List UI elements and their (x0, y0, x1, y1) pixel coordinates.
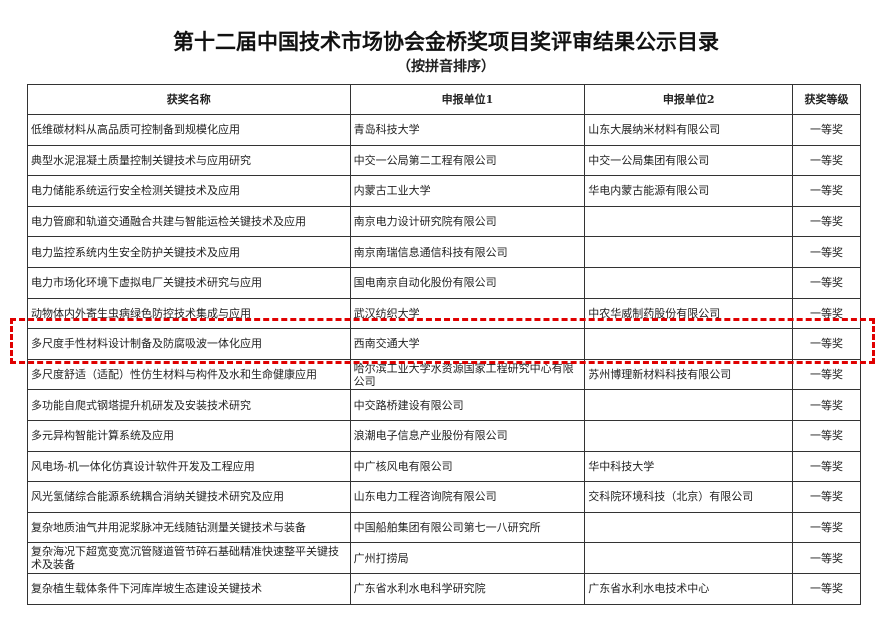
results-table: 获奖名称 申报单位1 申报单位2 获奖等级 低维碳材料从高品质可控制备到规模化应… (27, 84, 861, 605)
cell-level: 一等奖 (792, 419, 861, 452)
cell-award-name: 动物体内外寄生虫病绿色防控技术集成与应用 (27, 297, 351, 330)
cell-unit2: 交科院环境科技（北京）有限公司 (584, 481, 794, 513)
cell-award-name: 复杂植生载体条件下河库岸坡生态建设关键技术 (27, 572, 351, 605)
cell-unit2 (584, 511, 794, 544)
cell-level: 一等奖 (792, 266, 861, 299)
cell-award-name: 多尺度舒适（适配）性仿生材料与构件及水和生命健康应用 (27, 358, 351, 391)
cell-unit1: 南京电力设计研究院有限公司 (349, 205, 586, 238)
cell-level: 一等奖 (792, 297, 861, 330)
cell-unit1: 青岛科技大学 (349, 114, 586, 146)
cell-award-name: 复杂地质油气井用泥浆脉冲无线随钻测量关键技术与装备 (27, 511, 351, 544)
table-row: 电力管廊和轨道交通融合共建与智能运检关键技术及应用 南京电力设计研究院有限公司 一等… (27, 205, 861, 238)
cell-unit1: 中国船舶集团有限公司第七一八研究所 (349, 511, 586, 544)
cell-unit2: 广东省水利水电技术中心 (584, 572, 794, 605)
cell-award-name: 低维碳材料从高品质可控制备到规模化应用 (27, 114, 351, 146)
highlight-box (10, 318, 875, 364)
table-row: 电力市场化环境下虚拟电厂关键技术研究与应用 国电南京自动化股份有限公司 一等奖 (27, 266, 861, 299)
cell-award-name: 多功能自爬式钢塔提升机研发及安装技术研究 (27, 389, 351, 421)
cell-unit1: 南京南瑞信息通信科技有限公司 (349, 236, 586, 268)
table-row: 典型水泥混凝土质量控制关键技术与应用研究 中交一公局第二工程有限公司 中交一公局集团… (27, 144, 861, 177)
table-row: 电力监控系统内生安全防护关键技术及应用 南京南瑞信息通信科技有限公司 一等奖 (27, 236, 861, 268)
cell-level: 一等奖 (792, 358, 861, 391)
cell-award-name: 电力市场化环境下虚拟电厂关键技术研究与应用 (27, 266, 351, 299)
cell-unit1: 武汉纺织大学 (349, 297, 586, 330)
table-header-row: 获奖名称 申报单位1 申报单位2 获奖等级 (27, 84, 861, 115)
table-row: 动物体内外寄生虫病绿色防控技术集成与应用 武汉纺织大学 中农华威制药股份有限公司 一等… (27, 297, 861, 330)
page-title: 第十二届中国技术市场协会金桥奖项目奖评审结果公示目录 (173, 29, 719, 54)
table-row: 低维碳材料从高品质可控制备到规模化应用 青岛科技大学 山东大展纳米材料有限公司 一等奖 (27, 114, 861, 146)
cell-award-name: 电力管廊和轨道交通融合共建与智能运检关键技术及应用 (27, 205, 351, 238)
cell-award-name: 多元异构智能计算系统及应用 (27, 419, 351, 452)
cell-unit1: 中交路桥建设有限公司 (349, 389, 586, 421)
cell-unit1: 哈尔滨工业大学水资源国家工程研究中心有限公司 (349, 358, 586, 391)
cell-unit1: 广东省水利水电科学研究院 (349, 572, 586, 605)
cell-award-name: 电力监控系统内生安全防护关键技术及应用 (27, 236, 351, 268)
cell-level: 一等奖 (792, 481, 861, 513)
cell-level: 一等奖 (792, 144, 861, 177)
cell-unit2 (584, 205, 794, 238)
cell-level: 一等奖 (792, 511, 861, 544)
table-row: 多尺度舒适（适配）性仿生材料与构件及水和生命健康应用 哈尔滨工业大学水资源国家工程… (27, 358, 861, 391)
table-row: 复杂植生载体条件下河库岸坡生态建设关键技术 广东省水利水电科学研究院 广东省水利水电… (27, 572, 861, 605)
cell-unit2: 华中科技大学 (584, 450, 794, 483)
cell-award-name: 电力储能系统运行安全检测关键技术及应用 (27, 175, 351, 207)
cell-unit2: 华电内蒙古能源有限公司 (584, 175, 794, 207)
cell-unit2 (584, 389, 794, 421)
cell-level: 一等奖 (792, 205, 861, 238)
table-row: 电力储能系统运行安全检测关键技术及应用 内蒙古工业大学 华电内蒙古能源有限公司 一等奖 (27, 175, 861, 207)
table-row: 风光氢储综合能源系统耦合消纳关键技术研究及应用 山东电力工程咨询院有限公司 交科院环… (27, 481, 861, 513)
cell-unit1: 广州打捞局 (349, 542, 586, 574)
cell-award-name: 风光氢储综合能源系统耦合消纳关键技术研究及应用 (27, 481, 351, 513)
cell-unit2 (584, 236, 794, 268)
header-level: 获奖等级 (792, 84, 861, 115)
header-unit2: 申报单位2 (584, 84, 794, 115)
page-subtitle: （按拼音排序） (397, 59, 495, 75)
cell-unit2: 苏州博理新材料科技有限公司 (584, 358, 794, 391)
cell-unit1: 浪潮电子信息产业股份有限公司 (349, 419, 586, 452)
cell-level: 一等奖 (792, 572, 861, 605)
cell-unit2: 山东大展纳米材料有限公司 (584, 114, 794, 146)
cell-award-name: 风电场-机一体化仿真设计软件开发及工程应用 (27, 450, 351, 483)
cell-unit2 (584, 542, 794, 574)
cell-unit1: 内蒙古工业大学 (349, 175, 586, 207)
cell-level: 一等奖 (792, 175, 861, 207)
cell-unit1: 山东电力工程咨询院有限公司 (349, 481, 586, 513)
cell-award-name: 多尺度手性材料设计制备及防腐吸波一体化应用 (27, 328, 351, 360)
table-row: 风电场-机一体化仿真设计软件开发及工程应用 中广核风电有限公司 华中科技大学 一等奖 (27, 450, 861, 483)
cell-level: 一等奖 (792, 114, 861, 146)
cell-unit2: 中交一公局集团有限公司 (584, 144, 794, 177)
cell-award-name: 复杂海况下超宽变宽沉管隧道管节碎石基础精准快速整平关键技术及装备 (27, 542, 351, 574)
table-row: 多功能自爬式钢塔提升机研发及安装技术研究 中交路桥建设有限公司 一等奖 (27, 389, 861, 421)
table-row: 复杂海况下超宽变宽沉管隧道管节碎石基础精准快速整平关键技术及装备 广州打捞局 一等奖 (27, 542, 861, 574)
cell-unit1: 西南交通大学 (349, 328, 586, 360)
cell-level: 一等奖 (792, 328, 861, 360)
cell-unit2 (584, 419, 794, 452)
header-unit1: 申报单位1 (349, 84, 586, 115)
cell-unit2: 中农华威制药股份有限公司 (584, 297, 794, 330)
cell-level: 一等奖 (792, 542, 861, 574)
cell-unit1: 中交一公局第二工程有限公司 (349, 144, 586, 177)
cell-award-name: 典型水泥混凝土质量控制关键技术与应用研究 (27, 144, 351, 177)
cell-level: 一等奖 (792, 389, 861, 421)
table-row: 多元异构智能计算系统及应用 浪潮电子信息产业股份有限公司 一等奖 (27, 419, 861, 452)
cell-level: 一等奖 (792, 236, 861, 268)
table-row: 复杂地质油气井用泥浆脉冲无线随钻测量关键技术与装备 中国船舶集团有限公司第七一八研… (27, 511, 861, 544)
table-row: 多尺度手性材料设计制备及防腐吸波一体化应用 西南交通大学 一等奖 (27, 328, 861, 360)
cell-unit2 (584, 266, 794, 299)
cell-unit1: 中广核风电有限公司 (349, 450, 586, 483)
header-award-name: 获奖名称 (27, 84, 351, 115)
cell-level: 一等奖 (792, 450, 861, 483)
cell-unit1: 国电南京自动化股份有限公司 (349, 266, 586, 299)
